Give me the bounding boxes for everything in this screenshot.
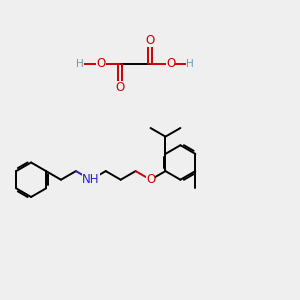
Text: O: O — [146, 173, 155, 186]
Text: NH: NH — [82, 173, 100, 186]
Text: O: O — [146, 34, 154, 46]
Text: O: O — [166, 57, 176, 70]
Text: H: H — [76, 59, 84, 69]
Text: O: O — [96, 57, 106, 70]
Text: O: O — [116, 81, 125, 94]
Text: H: H — [186, 59, 194, 69]
